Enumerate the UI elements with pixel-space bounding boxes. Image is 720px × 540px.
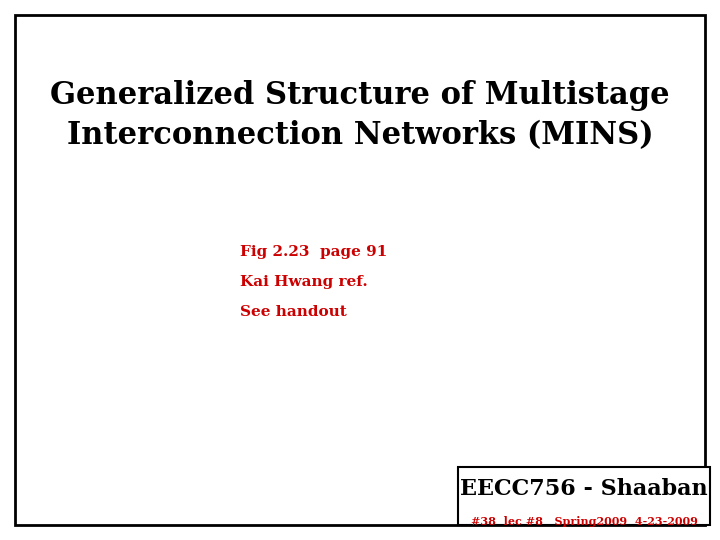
Text: See handout: See handout xyxy=(240,305,347,319)
Text: #38  lec #8   Spring2009  4-23-2009: #38 lec #8 Spring2009 4-23-2009 xyxy=(471,516,698,527)
Text: Interconnection Networks (MINS): Interconnection Networks (MINS) xyxy=(67,120,653,151)
Text: EECC756 - Shaaban: EECC756 - Shaaban xyxy=(460,478,708,500)
Bar xyxy=(458,467,710,525)
Text: Generalized Structure of Multistage: Generalized Structure of Multistage xyxy=(50,80,670,111)
Text: Kai Hwang ref.: Kai Hwang ref. xyxy=(240,275,368,289)
Text: Fig 2.23  page 91: Fig 2.23 page 91 xyxy=(240,245,387,259)
